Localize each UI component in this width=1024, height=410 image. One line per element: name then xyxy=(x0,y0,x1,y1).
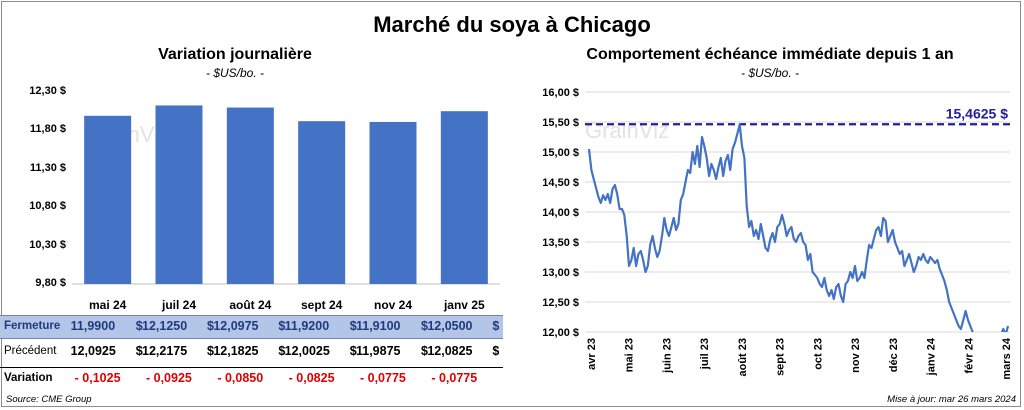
row-label-fermeture: Fermeture xyxy=(4,320,61,332)
right-chart-title: Comportement échéance immédiate depuis 1… xyxy=(586,46,954,63)
cell-unit: $ xyxy=(278,319,286,333)
table-row-precedent: Précédent 12,0925 $12,2175 $12,1825 $12,002… xyxy=(0,341,503,363)
right-y-tick: 15,50 $ xyxy=(542,117,579,129)
right-y-tick: 12,50 $ xyxy=(542,297,579,309)
cell-value: 12,0825 xyxy=(427,344,473,358)
right-x-tick: janv 24 xyxy=(926,337,938,376)
right-chart-subtitle: - $US/bo. - xyxy=(740,66,800,80)
cell-value: - 0,0925 xyxy=(146,371,192,385)
cell-value: 11,9900 xyxy=(70,319,116,333)
cell-value: 11,9100 xyxy=(356,319,401,333)
cell-unit: $ xyxy=(492,319,500,333)
cell-value: - 0,0775 xyxy=(431,371,478,385)
cell-unit: $ xyxy=(349,319,357,333)
cell-unit: $ xyxy=(135,344,143,358)
right-x-tick: mai 23 xyxy=(624,338,636,372)
row-label-precedent: Précédent xyxy=(4,345,57,357)
cell-unit: $ xyxy=(349,344,357,358)
left-x-tick: janv 25 xyxy=(443,298,485,312)
cell-value: 12,0500 xyxy=(427,319,473,333)
right-y-tick: 14,50 $ xyxy=(542,177,579,189)
table-row-variation: Variation - 0,1025 - 0,0925 - 0,0850 - 0,08… xyxy=(0,367,503,390)
cell-unit: $ xyxy=(207,319,214,333)
right-x-tick: sept 23 xyxy=(775,338,787,376)
right-x-tick: févr 24 xyxy=(963,337,975,373)
left-y-tick: 10,80 $ xyxy=(29,200,66,213)
right-x-tick: juil 23 xyxy=(699,338,711,370)
bar-5 xyxy=(440,111,488,284)
main-title: Marché du soya à Chicago xyxy=(373,12,651,37)
right-y-tick: 14,00 $ xyxy=(542,207,579,219)
right-x-tick: avr 23 xyxy=(586,338,598,370)
left-x-tick: mai 24 xyxy=(88,298,127,312)
max-line-label: 15,4625 $ xyxy=(946,105,1008,121)
left-chart-subtitle: - $US/bo. - xyxy=(205,66,265,80)
right-x-tick: déc 23 xyxy=(888,338,900,372)
cell-unit: $ xyxy=(207,344,214,358)
left-y-tick: 9,80 $ xyxy=(35,277,66,289)
cell-value: 12,1250 xyxy=(142,319,188,333)
left-x-tick: nov 24 xyxy=(373,298,412,312)
left-y-tick: 11,80 $ xyxy=(29,123,66,136)
cell-value: 12,2175 xyxy=(142,344,188,358)
cell-value: - 0,0850 xyxy=(217,371,264,385)
cell-value: - 0,0775 xyxy=(360,371,406,385)
cell-value: - 0,0825 xyxy=(288,371,335,385)
cell-value: 12,0975 xyxy=(213,319,259,333)
left-chart-title: Variation journalière xyxy=(158,46,312,63)
cell-unit: $ xyxy=(492,344,500,358)
right-y-tick: 12,00 $ xyxy=(542,327,579,339)
right-y-tick: 13,50 $ xyxy=(542,237,579,249)
cell-unit: $ xyxy=(135,319,143,333)
bar-chart xyxy=(72,105,500,285)
row-label-variation: Variation xyxy=(4,372,53,384)
left-y-tick: 10,30 $ xyxy=(29,238,66,251)
left-y-tick: 12,30 $ xyxy=(29,85,66,97)
right-y-tick: 13,00 $ xyxy=(542,267,579,279)
bar-3 xyxy=(298,121,346,285)
cell-unit: $ xyxy=(421,319,428,333)
left-x-tick: août 24 xyxy=(229,298,272,312)
update-note: Mise à jour: mar 26 mars 2024 xyxy=(887,394,1016,405)
cell-value: 12,0925 xyxy=(70,344,116,358)
left-x-tick: juil 24 xyxy=(161,298,196,312)
right-x-tick: mars 24 xyxy=(1001,337,1013,379)
right-x-tick: août 23 xyxy=(737,338,749,377)
right-y-tick: 15,00 $ xyxy=(542,147,579,159)
cell-unit: $ xyxy=(421,344,428,358)
price-line xyxy=(587,123,1010,332)
right-y-tick: 16,00 $ xyxy=(542,87,579,99)
cell-value: 11,9200 xyxy=(284,319,330,333)
cell-value: - 0,1025 xyxy=(74,371,121,385)
bar-0 xyxy=(84,115,132,284)
cell-value: 12,0025 xyxy=(284,344,330,358)
source-note: Source: CME Group xyxy=(6,394,92,405)
right-x-tick: oct 23 xyxy=(812,338,824,370)
left-x-tick: sept 24 xyxy=(300,298,343,312)
bar-1 xyxy=(155,105,203,284)
cell-value: 11,9875 xyxy=(356,344,401,358)
left-y-tick: 11,30 $ xyxy=(29,161,66,174)
cell-unit: $ xyxy=(278,344,286,358)
right-x-tick: juin 23 xyxy=(661,338,673,374)
right-x-tick: nov 23 xyxy=(850,338,862,373)
bar-2 xyxy=(226,107,274,284)
cell-value: 12,1825 xyxy=(213,344,259,358)
bar-4 xyxy=(369,121,417,285)
table-row-fermeture: Fermeture 11,9900 $12,1250 $12,0975 $11,920… xyxy=(0,315,503,339)
